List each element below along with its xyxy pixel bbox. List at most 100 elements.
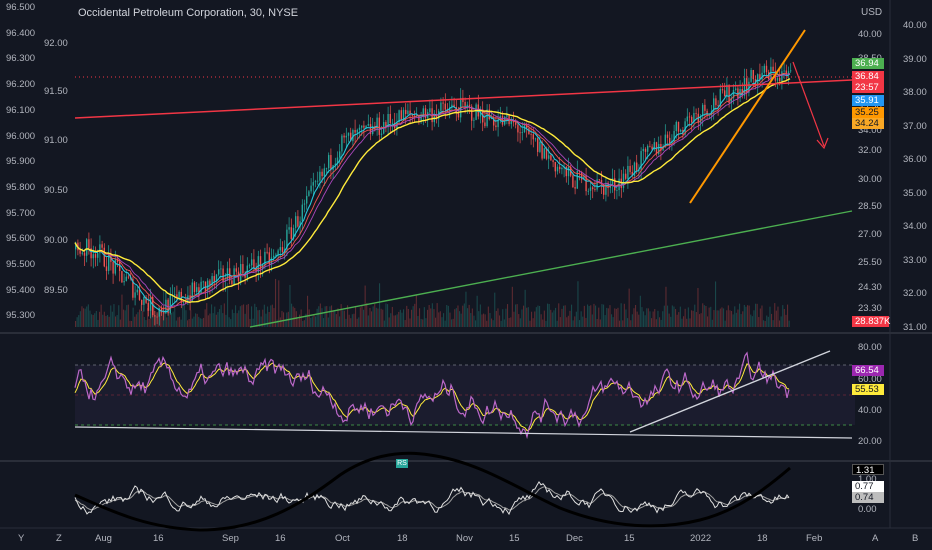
candle (218, 269, 220, 275)
volume-bar (711, 319, 713, 327)
candle (211, 276, 213, 286)
volume-bar (283, 312, 285, 327)
candle (686, 116, 688, 122)
left-axis-outer-label: 95.300 (6, 310, 36, 322)
candle (138, 289, 141, 300)
rising-trendline (689, 29, 806, 204)
volume-bar (527, 307, 529, 327)
candle (343, 135, 345, 138)
volume-bar (719, 308, 721, 327)
volume-bar (327, 317, 329, 327)
candle (196, 287, 198, 293)
candle (297, 216, 299, 227)
candle (369, 124, 372, 134)
volume-bar (347, 305, 349, 327)
candle (640, 151, 642, 170)
volume-bar (401, 312, 403, 327)
volume-bar (622, 320, 624, 327)
volume-bar (212, 313, 214, 327)
volume-bar (372, 306, 374, 327)
forecast-arrowhead (816, 137, 829, 150)
candle (90, 248, 92, 259)
volume-bar (367, 315, 369, 327)
volume-bar (398, 311, 400, 327)
volume-bar (148, 319, 150, 327)
volume-bar (708, 307, 710, 327)
candle (631, 171, 633, 177)
candle (446, 109, 449, 112)
volume-bar (270, 305, 272, 327)
candle (730, 97, 732, 103)
candle (455, 107, 457, 114)
candle (691, 116, 693, 123)
volume-bar (220, 305, 222, 327)
candle (761, 72, 763, 80)
osc-tag: 0.77 (852, 481, 884, 492)
volume-bar (436, 303, 438, 327)
candle (473, 119, 475, 121)
volume-bar (783, 309, 785, 327)
volume-bar (251, 306, 253, 327)
volume-bar (297, 318, 299, 327)
candle (673, 130, 675, 141)
candle (358, 127, 361, 130)
osc-axis-label: 1.00 (858, 474, 877, 485)
candle (728, 84, 730, 103)
volume-bar (127, 304, 129, 327)
candle (543, 148, 545, 159)
volume-bar (187, 320, 189, 327)
volume-bar (468, 304, 470, 327)
candle (312, 182, 314, 186)
volume-bar (644, 315, 646, 327)
candle (257, 256, 259, 272)
volume-bar (89, 310, 91, 327)
candle (418, 115, 420, 122)
volume-bar (110, 305, 112, 327)
volume-bar (390, 313, 392, 327)
volume-bar (350, 318, 352, 327)
candle (493, 118, 495, 126)
volume-bar (81, 306, 83, 327)
volume-bar (465, 291, 467, 327)
volume-bar (543, 310, 545, 327)
volume-bar (529, 320, 531, 327)
rs-flag[interactable]: RS (396, 459, 408, 468)
candle (636, 162, 638, 171)
rsi-rising-trendline (629, 350, 831, 433)
candle (251, 259, 253, 266)
price-tag: 34.24 (852, 118, 884, 129)
volume-bar (227, 282, 229, 327)
volume-bar (575, 311, 577, 327)
candle (550, 155, 552, 161)
volume-bar (467, 308, 469, 327)
volume-bar (703, 305, 705, 327)
volume-bar (511, 286, 513, 327)
volume-bar (526, 307, 528, 327)
candle (541, 141, 543, 159)
candle (376, 117, 378, 130)
volume-bar (116, 315, 118, 327)
candle (519, 132, 521, 134)
volume-bar (161, 307, 163, 327)
volume-bar (507, 304, 509, 327)
candle (226, 268, 229, 280)
price-tag: 35.91 (852, 95, 884, 106)
candle (429, 108, 431, 113)
left-axis-inner-label: 92.00 (44, 38, 68, 49)
volume-bar (391, 306, 393, 327)
volume-bar (99, 311, 101, 327)
volume-bar (279, 317, 281, 327)
candle (583, 175, 585, 180)
candle (530, 134, 532, 135)
candle (380, 133, 383, 135)
candle (391, 122, 394, 124)
candle (160, 308, 163, 313)
volume-bar (428, 304, 430, 327)
volume-bar (668, 313, 670, 327)
currency-label[interactable]: USD (861, 7, 883, 18)
volume-bar (326, 306, 328, 327)
volume-bar (761, 305, 763, 327)
volume-bar (284, 320, 286, 327)
volume-bar (564, 305, 566, 327)
